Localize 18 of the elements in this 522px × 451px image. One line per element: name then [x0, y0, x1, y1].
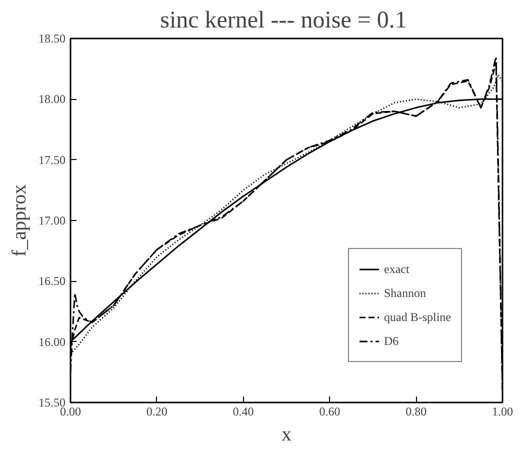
- y-tick-label: 18.50: [38, 32, 66, 46]
- legend-label: Shannon: [384, 286, 426, 300]
- x-tick-label: 0.20: [146, 404, 168, 418]
- y-tick-label: 16.00: [38, 334, 66, 349]
- legend-label: D6: [384, 334, 400, 348]
- x-tick-label: 0.80: [406, 404, 427, 418]
- chart-title: sinc kernel --- noise = 0.1: [160, 8, 407, 34]
- y-axis-title: f_approx: [8, 184, 30, 257]
- x-tick-label: 1.00: [492, 404, 513, 418]
- x-tick-label: 0.60: [319, 404, 340, 418]
- x-axis-title: x: [282, 424, 292, 446]
- y-tick-label: 18.00: [38, 92, 66, 106]
- y-tick-label: 17.00: [38, 214, 66, 228]
- legend-label: exact: [384, 262, 410, 276]
- x-tick-label: 0.40: [232, 404, 254, 418]
- y-tick-label: 17.50: [38, 152, 66, 167]
- y-tick-label: 16.50: [38, 274, 66, 288]
- legend-label: quad B-spline: [384, 310, 451, 324]
